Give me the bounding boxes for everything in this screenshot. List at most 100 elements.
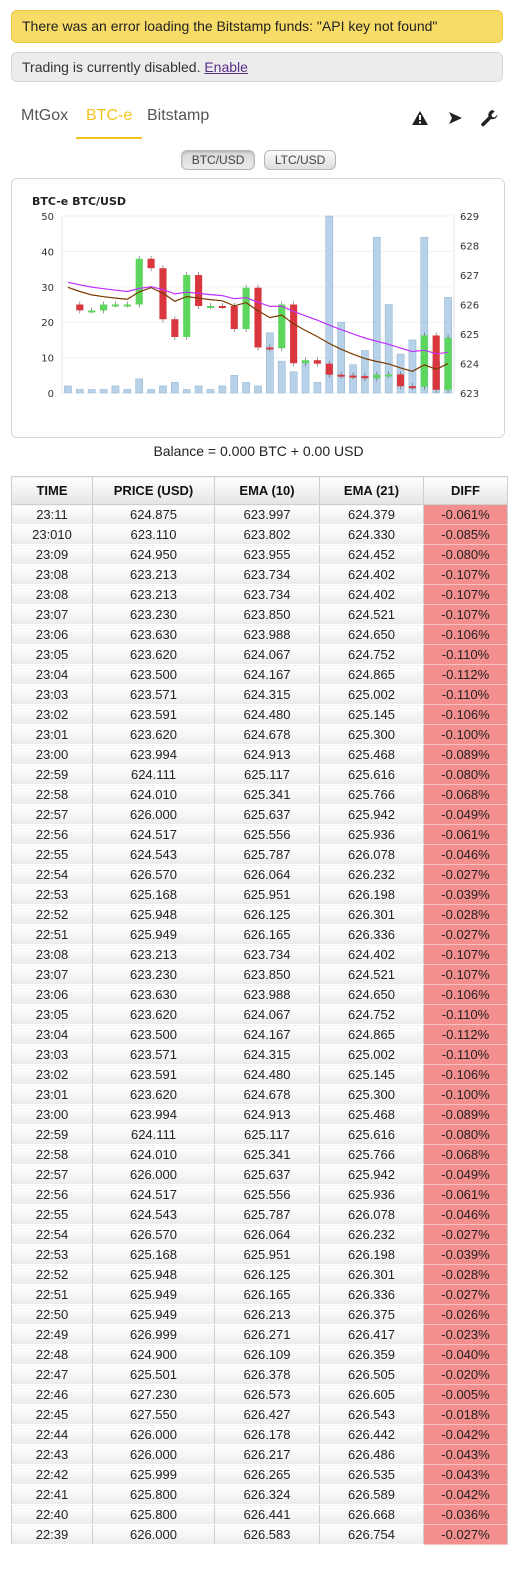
table-row: 22:55 624.543 625.787 626.078 -0.046% [11,844,508,865]
cell-ema21: 625.942 [319,1164,424,1185]
candle-up [242,287,250,330]
candle-up [278,304,286,349]
play-icon[interactable] [445,108,465,128]
table-row: 22:40 625.800 626.441 626.668 -0.036% [11,1504,508,1525]
cell-diff: -0.107% [423,584,508,605]
warning-icon[interactable] [410,108,430,128]
cell-ema10: 623.997 [214,504,320,525]
right-axis-tick-label: 627 [460,271,479,282]
table-row: 22:55 624.543 625.787 626.078 -0.046% [11,1204,508,1225]
ema-10-line [67,286,449,372]
cell-ema21: 626.198 [319,1244,424,1265]
cell-ema21: 624.379 [319,504,424,525]
cell-ema10: 626.064 [214,864,320,885]
volume-bar [123,389,132,394]
left-axis-tick-label: 20 [41,318,54,329]
header-time: TIME [11,476,93,505]
cell-diff: -0.112% [423,1024,508,1045]
cell-ema21: 625.936 [319,1184,424,1205]
cell-time: 22:58 [11,784,93,805]
cell-ema10: 626.125 [214,904,320,925]
tab-btce[interactable]: BTC-e [76,104,143,139]
cell-diff: -0.036% [423,1504,508,1525]
exchange-tabs: MtGox BTC-e Bitstamp [11,104,503,139]
table-row: 23:01 623.620 624.678 625.300 -0.100% [11,1084,508,1105]
volume-bar [372,236,381,394]
cell-ema10: 625.117 [214,1124,320,1145]
ltc-usd-button[interactable]: LTC/USD [263,150,337,170]
cell-ema21: 624.865 [319,664,424,685]
cell-ema10: 626.213 [214,1304,320,1325]
cell-diff: -0.027% [423,1284,508,1305]
cell-diff: -0.043% [423,1464,508,1485]
table-row: 23:11 624.875 623.997 624.379 -0.061% [11,504,508,525]
cell-diff: -0.028% [423,904,508,925]
cell-ema21: 626.336 [319,1284,424,1305]
cell-price: 625.949 [92,1304,215,1325]
cell-price: 623.500 [92,1024,215,1045]
cell-ema21: 624.865 [319,1024,424,1045]
cell-time: 23:00 [11,744,93,765]
cell-ema21: 624.402 [319,564,424,585]
cell-time: 23:02 [11,704,93,725]
enable-trading-link[interactable]: Enable [204,59,248,75]
cell-time: 23:08 [11,584,93,605]
cell-time: 22:47 [11,1364,93,1385]
cell-time: 22:42 [11,1464,93,1485]
cell-ema10: 624.678 [214,724,320,745]
cell-time: 22:53 [11,1244,93,1265]
cell-ema10: 625.341 [214,1144,320,1165]
cell-ema10: 626.427 [214,1404,320,1425]
tab-bitstamp[interactable]: Bitstamp [147,107,210,124]
cell-price: 626.000 [92,804,215,825]
volume-bar [254,385,262,394]
right-axis-tick-label: 625 [460,330,479,341]
volume-bar [218,385,227,394]
cell-diff: -0.110% [423,1044,508,1065]
cell-time: 22:51 [11,1284,93,1305]
left-axis-tick-label: 10 [41,354,54,365]
cell-diff: -0.027% [423,1224,508,1245]
cell-price: 623.591 [92,1064,215,1085]
cell-price: 624.517 [92,1184,215,1205]
table-row: 22:54 626.570 626.064 626.232 -0.027% [11,864,508,885]
cell-price: 626.000 [92,1164,215,1185]
cell-price: 623.630 [92,984,215,1005]
cell-ema21: 626.589 [319,1484,424,1505]
cell-price: 623.571 [92,684,215,705]
cell-ema10: 623.988 [214,624,320,645]
cell-ema21: 625.766 [319,1144,424,1165]
cell-ema10: 624.067 [214,644,320,665]
error-alert: There was an error loading the Bitstamp … [11,10,503,43]
cell-price: 623.620 [92,724,215,745]
candle-down [218,306,226,309]
cell-price: 626.570 [92,864,215,885]
cell-ema21: 626.198 [319,884,424,905]
cell-ema10: 626.265 [214,1464,320,1485]
cell-diff: -0.112% [423,664,508,685]
cell-price: 626.999 [92,1324,215,1345]
cell-ema10: 626.324 [214,1484,320,1505]
cell-time: 22:49 [11,1324,93,1345]
cell-ema10: 624.480 [214,704,320,725]
volume-bar [289,371,298,394]
wrench-icon[interactable] [479,108,499,128]
volume-bar [87,389,96,394]
cell-ema10: 625.951 [214,1244,320,1265]
cell-ema21: 626.543 [319,1404,424,1425]
candle-up [88,310,96,313]
cell-diff: -0.040% [423,1344,508,1365]
cell-ema21: 626.078 [319,844,424,865]
cell-ema21: 625.766 [319,784,424,805]
cell-ema21: 626.359 [319,1344,424,1365]
cell-ema21: 626.754 [319,1524,424,1545]
btc-usd-button[interactable]: BTC/USD [180,150,256,170]
cell-time: 22:59 [11,1124,93,1145]
trading-disabled-alert: Trading is currently disabled. Enable [11,52,503,82]
volume-bar [361,350,369,394]
cell-time: 22:43 [11,1444,93,1465]
cell-diff: -0.042% [423,1424,508,1445]
cell-price: 624.111 [92,764,215,785]
tab-mtgox[interactable]: MtGox [21,107,69,124]
left-axis-tick-label: 50 [41,212,54,223]
